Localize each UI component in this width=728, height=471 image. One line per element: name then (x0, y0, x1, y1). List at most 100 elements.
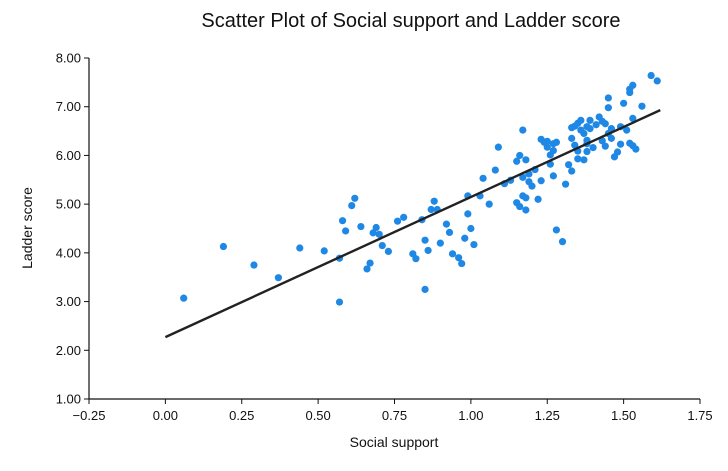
data-point (543, 137, 551, 145)
data-point (455, 254, 463, 262)
data-point (601, 142, 609, 150)
data-point (528, 182, 536, 190)
data-point (549, 146, 557, 155)
data-point (378, 241, 386, 250)
data-point (580, 156, 588, 164)
data-point (393, 217, 402, 225)
data-point (549, 172, 557, 180)
data-point (577, 116, 585, 124)
data-point (522, 156, 530, 164)
data-point (470, 240, 478, 249)
x-tick-label: 0.25 (229, 408, 254, 423)
data-point (448, 250, 457, 258)
data-point (445, 228, 454, 236)
data-point (485, 200, 493, 208)
data-point (623, 126, 631, 134)
data-point (519, 173, 527, 181)
data-point (558, 238, 567, 246)
y-tick-label: 6.00 (56, 148, 81, 163)
data-point (384, 247, 392, 255)
data-point (357, 222, 365, 231)
trend-line (164, 109, 661, 339)
data-point (519, 126, 527, 134)
y-tick-label: 7.00 (56, 99, 81, 114)
data-point (219, 242, 228, 251)
data-point (516, 202, 524, 211)
data-point (522, 194, 530, 202)
data-point (580, 129, 588, 138)
data-point (629, 114, 637, 123)
data-point (366, 259, 374, 267)
data-point (491, 166, 499, 174)
data-point (296, 244, 304, 252)
data-points (180, 71, 661, 306)
data-point (180, 294, 188, 302)
data-point (561, 180, 570, 188)
data-point (494, 143, 502, 151)
x-tick-label: 1.75 (687, 408, 712, 423)
data-point (375, 230, 383, 238)
data-point (467, 224, 475, 233)
data-point (534, 195, 542, 203)
data-point (369, 229, 377, 237)
data-point (430, 197, 438, 205)
data-point (335, 298, 344, 306)
data-point (586, 116, 594, 124)
data-point (568, 134, 576, 142)
data-point (513, 157, 521, 165)
data-point (400, 213, 408, 221)
data-point (620, 99, 628, 107)
data-point (607, 134, 616, 142)
data-point (372, 223, 380, 232)
data-point (320, 247, 328, 255)
y-tick-label: 1.00 (56, 392, 81, 407)
data-point (516, 151, 524, 160)
x-tick-label: 1.50 (611, 408, 636, 423)
y-axis-label: Ladder score (19, 187, 35, 269)
data-point (565, 161, 573, 169)
data-point (626, 88, 634, 97)
data-point (342, 227, 350, 235)
data-point (586, 125, 594, 133)
data-point (583, 147, 591, 156)
x-ticks: −0.25 0.00 0.25 0.50 0.75 1.00 1.25 1.50 1.75 (73, 399, 713, 423)
data-point (421, 236, 429, 244)
x-tick-label: 0.75 (382, 408, 407, 423)
data-point (638, 102, 646, 110)
x-tick-label: 0.00 (153, 408, 178, 423)
data-point (589, 144, 597, 152)
data-point (552, 226, 561, 234)
data-point (629, 81, 637, 89)
data-point (653, 77, 661, 85)
data-point (568, 167, 576, 175)
data-point (613, 148, 622, 156)
data-point (412, 255, 420, 263)
data-point (616, 140, 625, 148)
data-point (598, 137, 606, 145)
data-point (592, 121, 600, 129)
data-point (552, 138, 561, 146)
data-point (427, 205, 435, 214)
y-tick-label: 8.00 (56, 51, 81, 66)
y-tick-label: 4.00 (56, 245, 81, 260)
y-tick-label: 3.00 (56, 294, 81, 309)
x-tick-label: −0.25 (73, 408, 106, 423)
data-point (647, 71, 655, 80)
data-point (250, 261, 258, 269)
data-point (436, 239, 444, 247)
x-tick-label: 1.25 (535, 408, 560, 423)
chart-title: Scatter Plot of Social support and Ladde… (201, 10, 620, 32)
x-axis-label: Social support (350, 434, 439, 450)
data-point (604, 104, 612, 112)
data-point (604, 94, 612, 102)
data-point (274, 274, 283, 282)
data-point (571, 141, 579, 149)
y-tick-label: 2.00 (56, 343, 81, 358)
data-point (601, 120, 609, 128)
data-point (363, 265, 371, 273)
data-point (543, 143, 551, 151)
data-point (458, 259, 466, 268)
data-point (574, 155, 582, 163)
data-point (424, 246, 432, 255)
